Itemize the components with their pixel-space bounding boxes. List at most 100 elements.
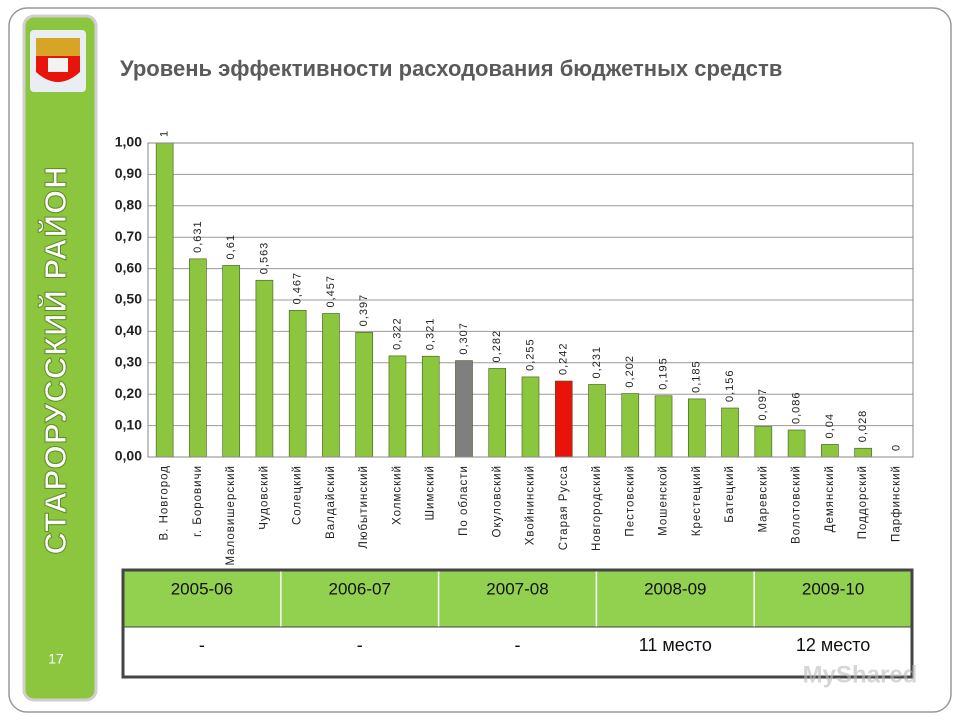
value-label: 0,255 <box>524 338 536 371</box>
value-label: 0,321 <box>425 318 437 351</box>
table-frame <box>121 568 914 679</box>
value-label: 0,231 <box>591 346 603 379</box>
table-header-cell: 2008-09 <box>644 579 706 598</box>
value-label: 0,307 <box>458 322 470 355</box>
bar <box>288 310 307 458</box>
value-label: 0,563 <box>258 242 270 275</box>
x-tick-label: Валдайский <box>325 465 337 539</box>
table-header-cell: 2006-07 <box>329 579 391 598</box>
x-tick-label: Поддорский <box>857 465 869 539</box>
bar <box>787 429 806 458</box>
x-tick-label: Маловишерский <box>225 465 237 566</box>
x-tick-label: Мошенской <box>658 465 670 536</box>
value-label: 0,156 <box>724 369 736 402</box>
bar <box>388 355 407 458</box>
table-header-cell: 2007-08 <box>486 579 548 598</box>
x-tick-label: Пестовский <box>624 465 636 537</box>
y-tick-label: 0,60 <box>115 259 142 275</box>
value-label: 0,397 <box>358 294 370 327</box>
value-label: 0,04 <box>824 413 836 438</box>
value-label: 0,185 <box>691 360 703 393</box>
value-label: 0,282 <box>491 330 503 363</box>
y-tick-label: 0,70 <box>115 228 142 244</box>
x-tick-label: Новгородский <box>591 465 603 551</box>
table-cell: 12 место <box>796 635 870 655</box>
bar <box>854 447 872 458</box>
x-tick-label: По области <box>458 465 470 536</box>
x-tick-label: Чудовский <box>258 465 270 530</box>
x-tick-label: В. Новгород <box>159 465 171 540</box>
bar <box>455 360 473 458</box>
y-tick-label: 0,40 <box>115 322 142 338</box>
value-label: 0,195 <box>657 357 669 390</box>
value-label: 0,242 <box>558 342 570 375</box>
y-tick-label: 0,10 <box>115 416 142 432</box>
table-header-cell: 2005-06 <box>171 579 233 598</box>
bar <box>621 393 640 458</box>
bar <box>189 258 207 458</box>
table-cell: 11 место <box>639 635 712 655</box>
bar <box>355 332 373 458</box>
x-tick-label: Любытинский <box>358 465 370 549</box>
table-cell: - <box>199 635 205 655</box>
value-label: 0,202 <box>624 355 636 388</box>
bar <box>255 279 274 458</box>
x-tick-label: Солецкий <box>292 465 304 525</box>
x-tick-label: Демянский <box>824 465 836 532</box>
value-label: 0,61 <box>225 234 237 259</box>
plot-frame <box>147 142 914 458</box>
bar <box>421 355 440 458</box>
table-cell: - <box>357 635 363 655</box>
value-label: 0,028 <box>857 410 869 443</box>
table-cell: - <box>515 635 521 655</box>
x-tick-label: Шимский <box>425 465 437 521</box>
value-label: 0,467 <box>292 272 304 305</box>
side-bar <box>22 14 98 702</box>
y-tick-label: 1,00 <box>115 134 142 150</box>
x-tick-label: Волотовский <box>791 465 803 544</box>
bar <box>554 380 573 458</box>
x-tick-label: Крестецкий <box>691 465 703 536</box>
y-tick-label: 0,20 <box>115 385 142 401</box>
plot: 0,00 0,10 0,20 0,30 0,40 0,50 0,60 0,70 0,80 0,90… <box>115 130 913 566</box>
bar <box>222 265 240 458</box>
table-header-cell: 2009-10 <box>802 579 864 598</box>
y-tick-label: 0,00 <box>115 448 142 464</box>
table-body-bg <box>123 627 912 677</box>
side-label: СТАРОРУССКИЙ РАЙОН <box>37 166 73 555</box>
logo <box>30 30 86 92</box>
value-label: 0,322 <box>391 317 403 350</box>
bar <box>588 384 606 458</box>
bar <box>521 376 540 458</box>
bar <box>688 398 706 458</box>
bar <box>155 142 174 458</box>
bar <box>654 395 673 458</box>
bar <box>488 368 507 458</box>
watermark: MyShared <box>803 661 918 688</box>
y-tick-label: 0,50 <box>115 291 142 307</box>
value-label: 1 <box>159 130 171 137</box>
value-label: 0 <box>890 444 902 451</box>
slide-frame <box>8 7 952 713</box>
bar <box>322 313 340 458</box>
y-tick-label: 0,90 <box>115 165 142 181</box>
table: 2005-06 2006-07 2007-08 2008-09 2009-10 - - - 11… <box>121 568 914 679</box>
page-number: 17 <box>48 651 64 667</box>
value-label: 0,457 <box>325 275 337 308</box>
x-tick-label: Парфинский <box>890 465 902 542</box>
y-tick-label: 0,80 <box>115 197 142 213</box>
x-tick-label: Маревский <box>757 465 769 533</box>
x-tick-label: Окуловский <box>491 465 503 537</box>
value-label: 0,631 <box>192 220 204 253</box>
bar <box>821 444 839 458</box>
chart-title: Уровень эффективности расходования бюдже… <box>120 56 782 81</box>
value-label: 0,086 <box>790 391 802 424</box>
x-tick-label: Холмский <box>391 465 403 525</box>
x-tick-label: Хвойнинский <box>525 465 537 545</box>
x-tick-label: Батецкий <box>724 465 736 523</box>
x-tick-label: г. Боровичи <box>192 465 204 537</box>
bar <box>721 407 739 458</box>
value-label: 0,097 <box>757 388 769 421</box>
y-tick-label: 0,30 <box>115 354 142 370</box>
